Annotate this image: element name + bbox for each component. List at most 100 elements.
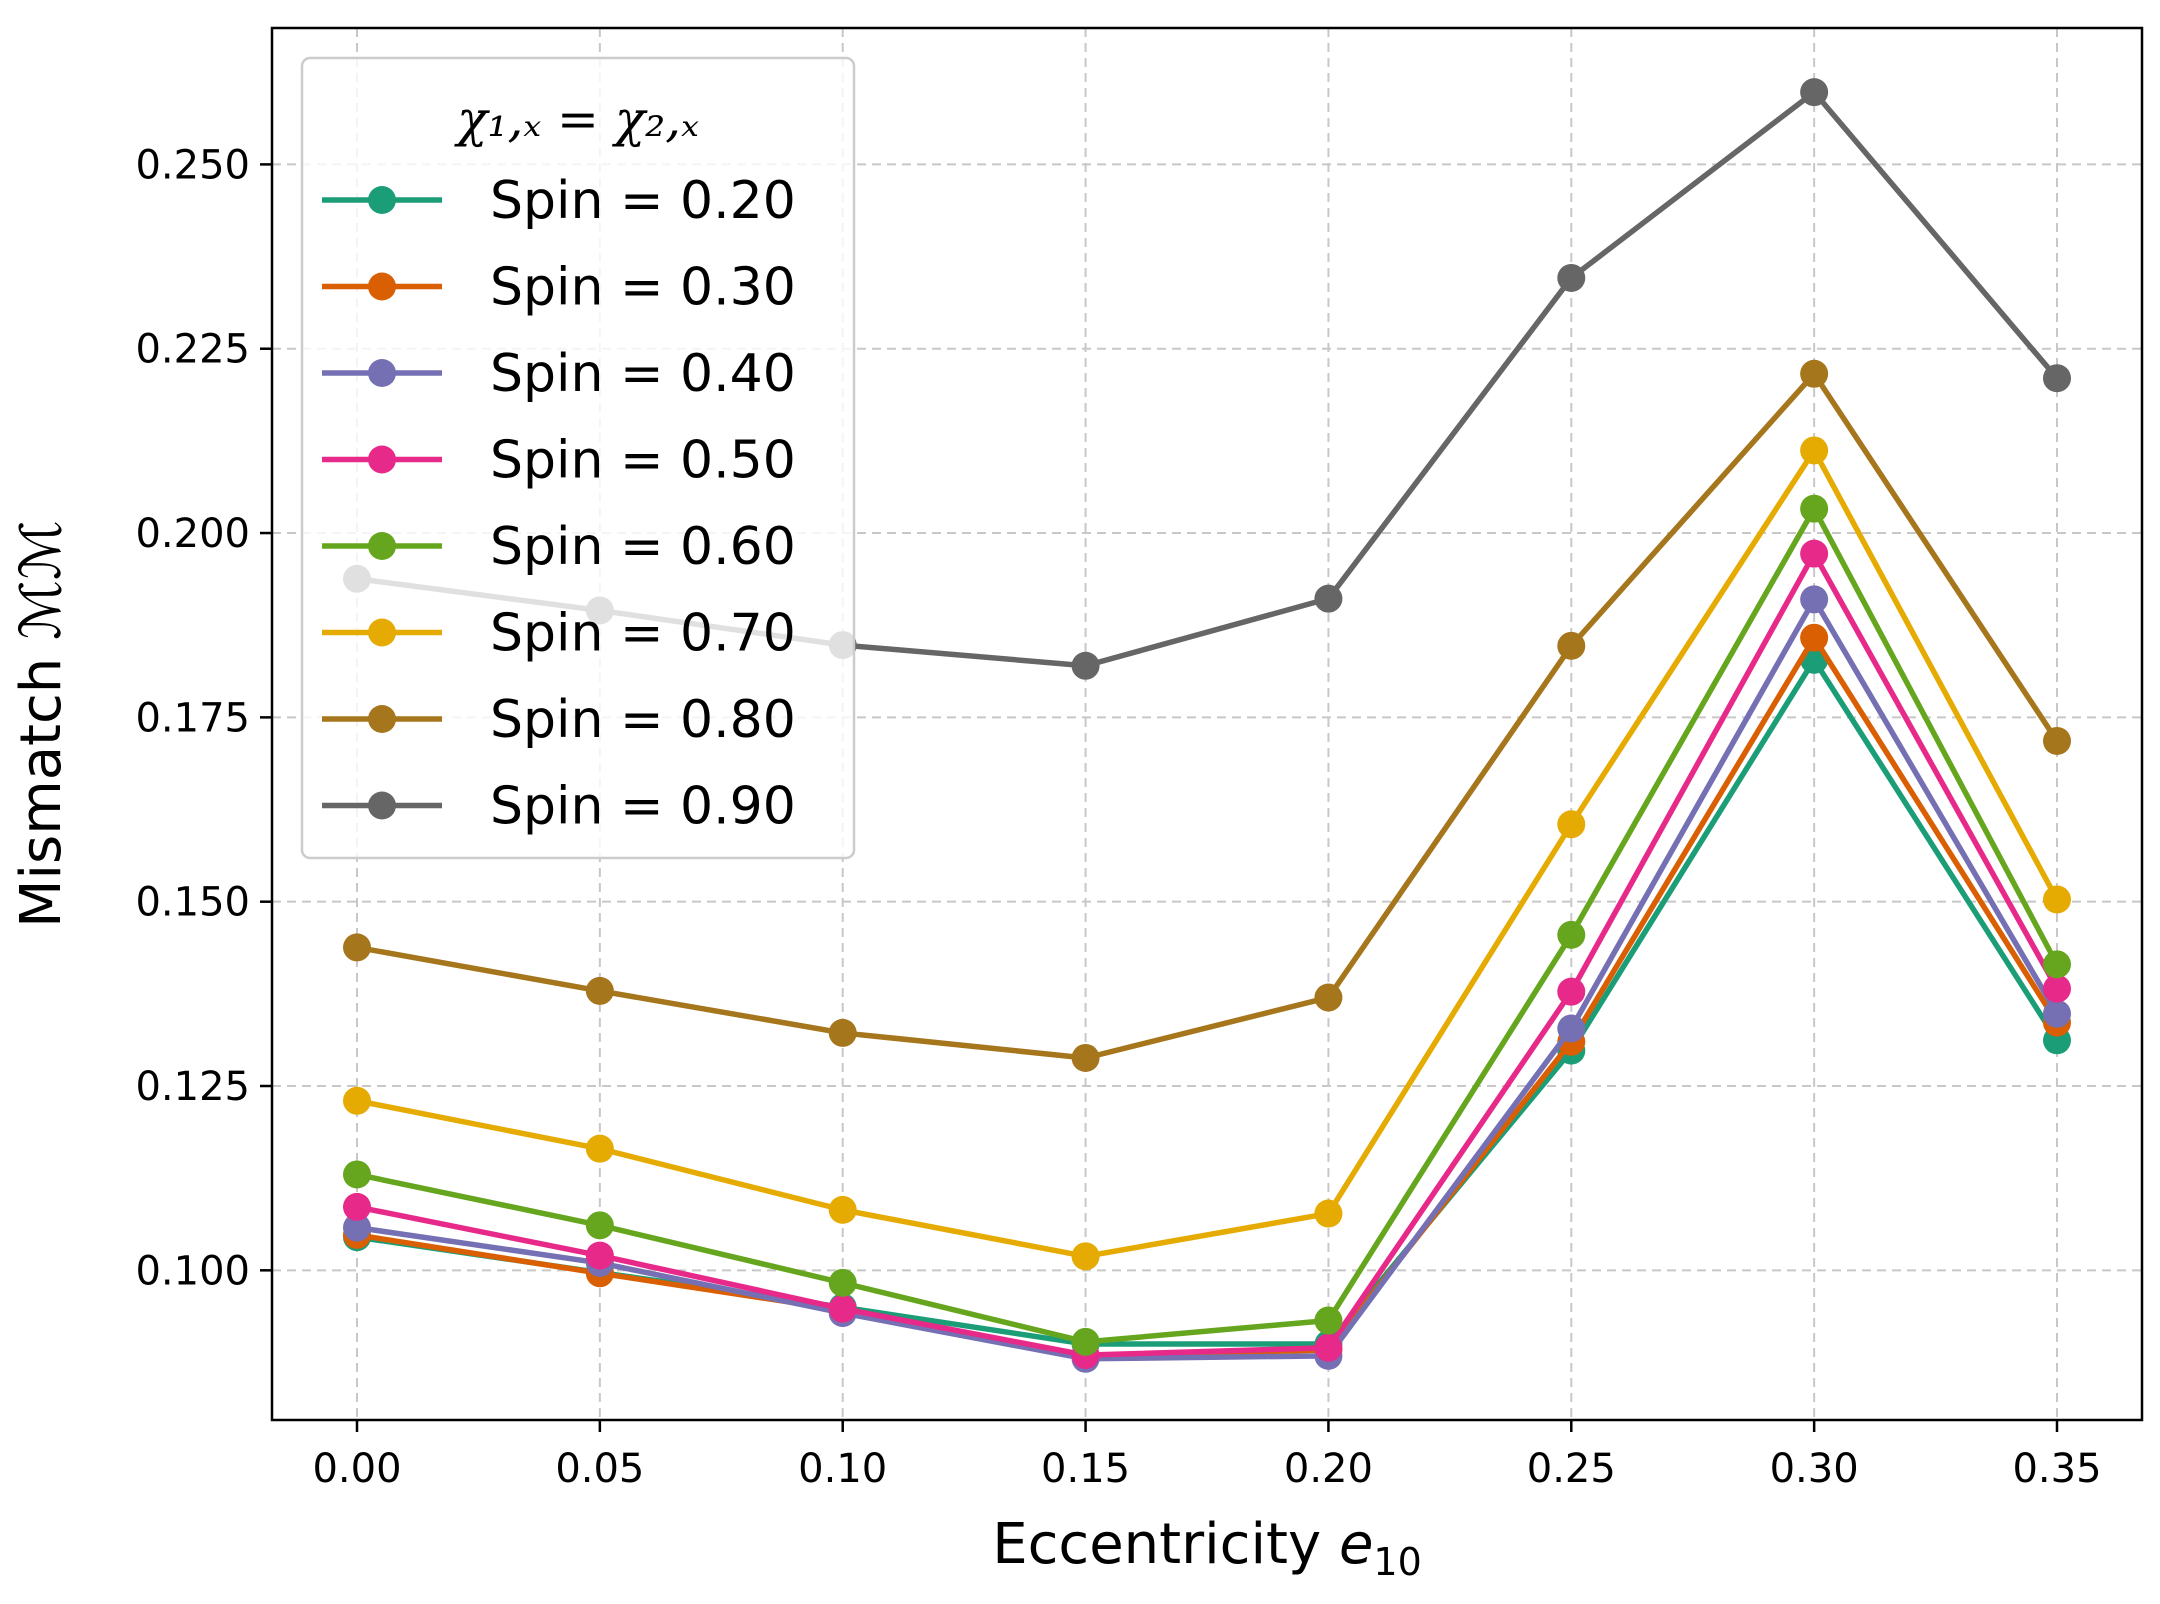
x-tick-label: 0.10 bbox=[798, 1446, 887, 1492]
x-axis-label-subscript: 10 bbox=[1373, 1540, 1421, 1584]
y-axis-label: Mismatch ℳℳ bbox=[9, 520, 74, 928]
data-point-spin-050 bbox=[585, 1241, 614, 1270]
data-point-spin-040 bbox=[2043, 999, 2071, 1028]
x-tick-label: 0.30 bbox=[1770, 1446, 1859, 1492]
legend-label-spin-020: Spin = 0.20 bbox=[490, 171, 796, 231]
data-point-spin-060 bbox=[2043, 950, 2071, 979]
series-spin-060 bbox=[343, 494, 2071, 1356]
data-point-spin-090 bbox=[1800, 78, 1829, 107]
series-spin-080 bbox=[343, 359, 2071, 1072]
legend-marker-spin-060 bbox=[368, 532, 396, 560]
data-point-spin-080 bbox=[1071, 1043, 1100, 1072]
data-point-spin-050 bbox=[828, 1294, 857, 1323]
data-point-spin-050 bbox=[1314, 1333, 1343, 1362]
data-point-spin-070 bbox=[2043, 885, 2071, 914]
y-tick-label: 0.200 bbox=[135, 511, 250, 557]
data-point-spin-040 bbox=[1557, 1014, 1586, 1043]
axis-ticks: 0.00 0.05 0.10 0.15 0.20 0.25 0.30 0.35 0.100 0.1… bbox=[135, 142, 2101, 1492]
data-point-spin-080 bbox=[2043, 726, 2071, 755]
legend-marker-spin-020 bbox=[368, 186, 396, 214]
data-point-spin-060 bbox=[585, 1211, 614, 1240]
legend-marker-spin-080 bbox=[368, 705, 396, 733]
x-tick-label: 0.15 bbox=[1041, 1446, 1130, 1492]
data-point-spin-090 bbox=[2043, 364, 2071, 393]
data-point-spin-080 bbox=[1800, 359, 1829, 388]
legend-label-spin-040: Spin = 0.40 bbox=[490, 344, 796, 404]
series-line-spin-060 bbox=[356, 505, 2060, 1345]
data-point-spin-070 bbox=[1557, 810, 1586, 839]
legend-marker-spin-050 bbox=[368, 445, 396, 474]
series-line-spin-040 bbox=[356, 596, 2060, 1362]
legend-marker-spin-090 bbox=[368, 791, 396, 820]
series-line-spin-080 bbox=[356, 371, 2060, 1061]
y-tick-label: 0.100 bbox=[135, 1248, 250, 1294]
data-point-spin-090 bbox=[1314, 584, 1343, 613]
x-tick-label: 0.20 bbox=[1284, 1446, 1373, 1492]
legend-items: Spin = 0.20 Spin = 0.30 Spin = 0.40 Spin = … bbox=[322, 171, 796, 837]
data-point-spin-080 bbox=[1557, 631, 1586, 660]
legend-label-spin-050: Spin = 0.50 bbox=[490, 431, 796, 491]
legend-item-spin-030: Spin = 0.30 bbox=[322, 258, 796, 318]
data-point-spin-050 bbox=[343, 1192, 371, 1221]
y-tick-label: 0.150 bbox=[135, 880, 250, 926]
x-axis-label-text: Eccentricity bbox=[992, 1512, 1339, 1577]
legend-marker-spin-030 bbox=[368, 272, 396, 301]
x-tick-label: 0.00 bbox=[312, 1446, 401, 1492]
y-tick-label: 0.225 bbox=[135, 327, 250, 373]
x-axis-label-symbol: e bbox=[1339, 1512, 1373, 1577]
y-tick-label: 0.175 bbox=[135, 695, 250, 741]
data-point-spin-050 bbox=[1557, 977, 1586, 1006]
legend-label-spin-090: Spin = 0.90 bbox=[490, 777, 796, 837]
data-point-spin-040 bbox=[343, 1213, 371, 1242]
data-point-spin-060 bbox=[1557, 920, 1586, 949]
legend-title: χ₁,ₓ = χ₂,ₓ bbox=[454, 90, 699, 148]
plot-frame bbox=[270, 26, 2144, 1422]
data-point-spin-080 bbox=[343, 933, 371, 962]
data-point-spin-030 bbox=[1800, 623, 1829, 652]
legend-marker-spin-070 bbox=[368, 618, 396, 647]
data-point-spin-080 bbox=[585, 976, 614, 1005]
legend-item-spin-070: Spin = 0.70 bbox=[322, 604, 796, 664]
series-line-spin-070 bbox=[356, 447, 2060, 1260]
data-point-spin-070 bbox=[1800, 436, 1829, 465]
data-point-spin-090 bbox=[1071, 651, 1100, 680]
x-tick-label: 0.05 bbox=[555, 1446, 644, 1492]
data-point-spin-060 bbox=[1800, 494, 1829, 523]
legend-label-spin-080: Spin = 0.80 bbox=[490, 690, 796, 750]
legend-item-spin-020: Spin = 0.20 bbox=[322, 171, 796, 231]
x-tick-label: 0.35 bbox=[2012, 1446, 2101, 1492]
legend-item-spin-090: Spin = 0.90 bbox=[322, 777, 796, 837]
data-point-spin-060 bbox=[343, 1160, 371, 1189]
data-point-spin-040 bbox=[1800, 585, 1829, 614]
y-tick-label: 0.250 bbox=[135, 142, 250, 188]
legend-marker-spin-040 bbox=[368, 359, 396, 387]
legend-item-spin-080: Spin = 0.80 bbox=[322, 690, 796, 750]
series-spin-050 bbox=[343, 539, 2071, 1370]
x-tick-label: 0.25 bbox=[1527, 1446, 1616, 1492]
legend-label-spin-070: Spin = 0.70 bbox=[490, 604, 796, 664]
data-point-spin-070 bbox=[585, 1134, 614, 1163]
data-point-spin-050 bbox=[2043, 974, 2071, 1003]
legend-item-spin-040: Spin = 0.40 bbox=[322, 344, 796, 404]
series-spin-070 bbox=[343, 436, 2071, 1271]
legend-frame bbox=[300, 56, 856, 860]
x-axis-label: Eccentricity e10 bbox=[992, 1512, 1422, 1584]
legend-item-spin-050: Spin = 0.50 bbox=[322, 431, 796, 491]
data-point-spin-080 bbox=[828, 1018, 857, 1047]
data-point-spin-070 bbox=[343, 1086, 371, 1115]
data-point-spin-060 bbox=[1314, 1306, 1343, 1335]
data-point-spin-090 bbox=[1557, 263, 1586, 292]
legend-item-spin-060: Spin = 0.60 bbox=[322, 517, 796, 577]
legend-label-spin-030: Spin = 0.30 bbox=[490, 258, 796, 318]
y-tick-label: 0.125 bbox=[135, 1064, 250, 1110]
legend-label-spin-060: Spin = 0.60 bbox=[490, 517, 796, 577]
data-point-spin-070 bbox=[1314, 1199, 1343, 1228]
data-point-spin-070 bbox=[828, 1195, 857, 1224]
series-line-spin-050 bbox=[356, 550, 2060, 1358]
data-point-spin-050 bbox=[1800, 539, 1829, 568]
data-point-spin-060 bbox=[1071, 1327, 1100, 1356]
data-point-spin-080 bbox=[1314, 983, 1343, 1012]
data-point-spin-060 bbox=[828, 1268, 857, 1297]
